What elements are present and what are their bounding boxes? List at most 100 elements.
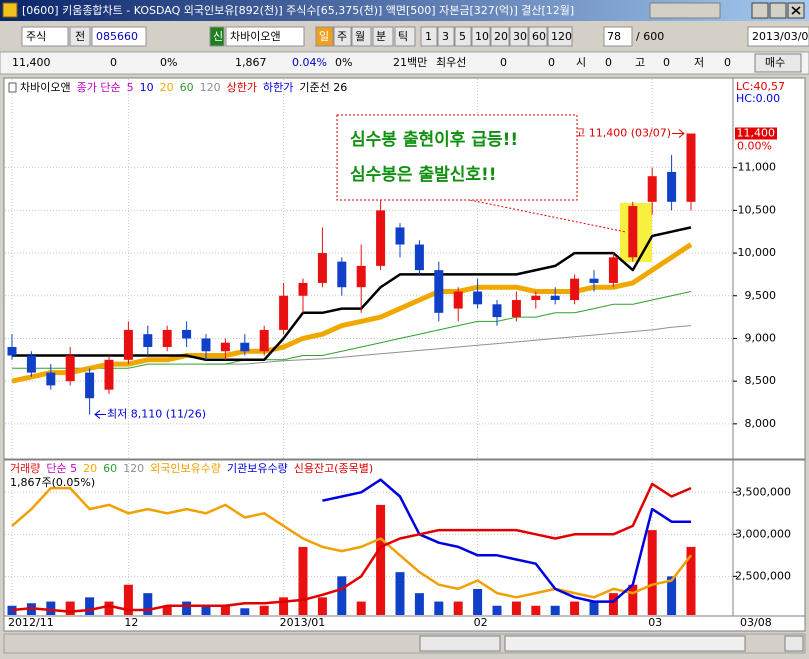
candle-body <box>511 300 521 318</box>
y-tick-label: 3,000,000 <box>735 527 791 540</box>
volume-bar <box>570 601 580 615</box>
toolbar-item[interactable]: 틱 <box>398 30 408 43</box>
toolbar-box[interactable] <box>69 26 91 47</box>
volume-bar <box>298 546 308 615</box>
toolbar-box[interactable] <box>420 26 438 47</box>
volume-bar <box>65 601 75 615</box>
toolbar-box[interactable] <box>747 26 809 47</box>
legend-item: 종가 단순 <box>77 81 121 94</box>
toolbar-box[interactable] <box>209 26 225 47</box>
toolbar-item[interactable]: 30 <box>513 30 527 43</box>
line-series <box>11 486 692 599</box>
toolbar-box[interactable] <box>372 26 394 47</box>
volume-bar <box>414 593 424 615</box>
scroll-end[interactable] <box>784 635 804 652</box>
buy-button[interactable] <box>754 53 802 73</box>
legend-box <box>8 82 17 93</box>
candle-body <box>570 278 580 301</box>
legend-item: 신용잔고(종목별) <box>294 462 373 475</box>
hc-label: HC:0.00 <box>736 92 780 105</box>
toolbar-item[interactable]: 120 <box>551 30 572 43</box>
toolbar-box[interactable] <box>333 26 352 47</box>
info-item: 0 <box>548 56 555 69</box>
candle-body <box>182 329 192 339</box>
toolbar-item[interactable]: 1 <box>425 30 432 43</box>
toolbar-box[interactable] <box>437 26 455 47</box>
toolbar-item[interactable]: 78 <box>607 30 621 43</box>
info-item: 0% <box>160 56 177 69</box>
last-change: 0.00% <box>737 140 772 153</box>
scrollbar[interactable] <box>3 633 806 654</box>
toolbar-box[interactable] <box>471 26 491 47</box>
y-tick-label: 11,000 <box>738 161 777 174</box>
toolbar-box[interactable] <box>547 26 573 47</box>
toolbar-item[interactable]: 차바이오앤 <box>230 30 281 43</box>
window-buttons[interactable] <box>649 2 805 19</box>
toolbar-item[interactable]: 10 <box>475 30 489 43</box>
callout-box <box>336 114 578 201</box>
candle-body <box>550 295 560 301</box>
candle-body <box>220 342 230 352</box>
candle-body <box>414 244 424 271</box>
candle-body <box>65 355 75 382</box>
volume-bar <box>608 593 618 615</box>
toolbar-item[interactable]: 3 <box>442 30 449 43</box>
callout-text: 심수봉 출현이후 급등!! <box>350 129 518 150</box>
volume-bar <box>550 605 560 615</box>
volume-bar <box>356 601 366 615</box>
volume-bar <box>531 605 541 615</box>
minimize-button[interactable] <box>751 2 769 19</box>
candle-body <box>628 206 638 258</box>
toolbar-box[interactable] <box>225 26 305 47</box>
toolbar-item[interactable]: 전 <box>75 30 85 43</box>
toolbar-item[interactable]: 신 <box>213 30 223 43</box>
toolbar-item[interactable]: 주 <box>337 30 347 43</box>
legend-item: 5 <box>127 81 134 94</box>
toolbar-item[interactable]: 20 <box>494 30 508 43</box>
toolbar-item[interactable]: / 600 <box>636 30 664 43</box>
volume-bar <box>686 546 696 615</box>
candle-body <box>492 304 502 318</box>
toolbar-box[interactable] <box>315 26 334 47</box>
toolbar-box[interactable] <box>528 26 548 47</box>
toolbar-item[interactable]: 주식 <box>26 30 46 43</box>
toolbar-item[interactable]: 5 <box>459 30 466 43</box>
candle-body <box>589 278 599 283</box>
toolbar-item[interactable]: 2013/03/0 <box>752 30 808 43</box>
last-price-box <box>735 127 777 140</box>
volume-bar <box>434 601 444 615</box>
x-tick-label: 02 <box>474 616 488 629</box>
zoom-slider[interactable] <box>504 635 746 652</box>
info-item: 1,867 <box>235 56 267 69</box>
scroll-nav-buttons[interactable] <box>419 635 501 652</box>
toolbar-item[interactable]: 분 <box>376 30 386 43</box>
toolbar-box[interactable] <box>91 26 147 47</box>
toolbar-box[interactable] <box>490 26 510 47</box>
toolbar-box[interactable] <box>21 26 69 47</box>
toolbar-item[interactable]: 60 <box>532 30 546 43</box>
toolbar-item[interactable]: 일 <box>319 29 329 43</box>
candle-body <box>453 291 463 309</box>
line-series <box>11 482 692 613</box>
toolbar-box[interactable] <box>394 26 416 47</box>
x-end-label: 03/08 <box>740 616 772 629</box>
toolbar-item[interactable]: 월 <box>355 30 365 43</box>
toolbar-box[interactable] <box>454 26 472 47</box>
maximize-button[interactable] <box>769 2 787 19</box>
volume-bar <box>123 584 133 615</box>
volume-bar <box>143 593 153 615</box>
tool-buttons[interactable] <box>649 2 721 19</box>
legend-item: 기관보유수량 <box>227 462 288 475</box>
volume-bar <box>317 597 327 615</box>
toolbar-item[interactable]: 085660 <box>96 30 138 43</box>
high-arrow <box>672 129 685 138</box>
candle-body <box>395 227 405 245</box>
candle-body <box>201 338 211 352</box>
toolbar-box[interactable] <box>603 26 633 47</box>
info-item[interactable]: 매수 <box>765 56 785 69</box>
legend-item: 60 <box>180 81 194 94</box>
volume-bar <box>492 605 502 615</box>
toolbar-box[interactable] <box>509 26 529 47</box>
legend-item: 20 <box>83 462 97 475</box>
toolbar-box[interactable] <box>351 26 372 47</box>
